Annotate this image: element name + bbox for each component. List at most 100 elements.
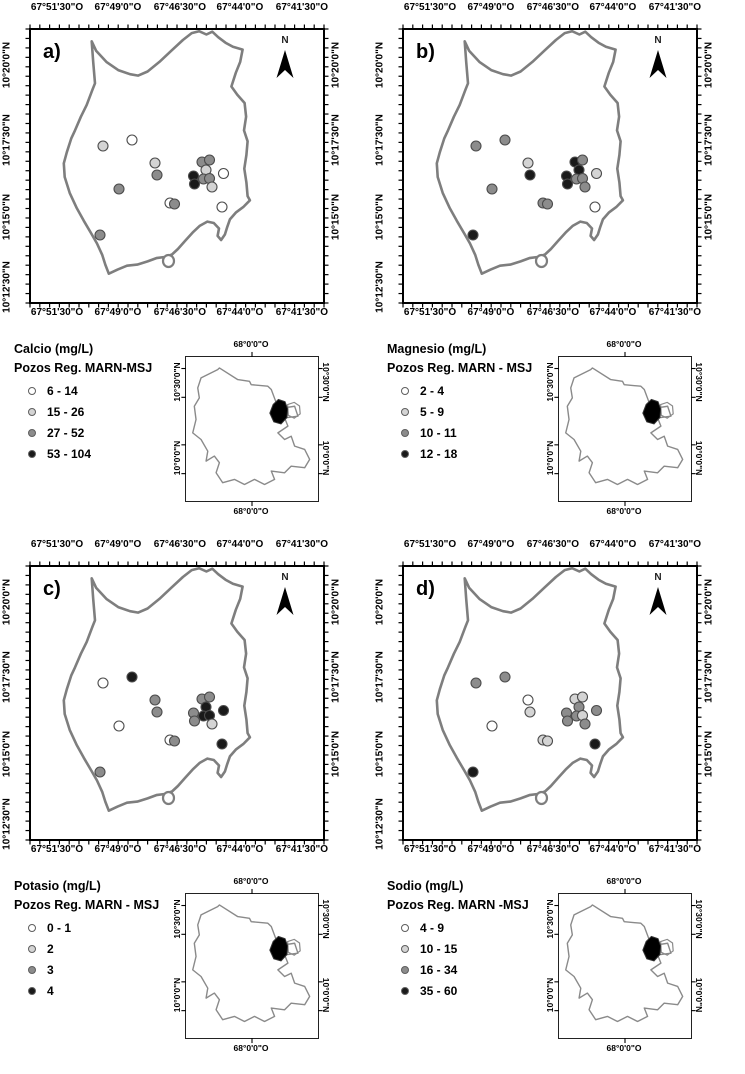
class-symbol-icon	[401, 408, 409, 416]
axis-label: 67°41'30"O	[275, 844, 329, 855]
adjacent-area-outline	[661, 939, 674, 955]
class-symbol-icon	[401, 945, 409, 953]
north-arrow-icon: N	[276, 572, 294, 615]
axis-label: 67°44'0"O	[216, 2, 264, 13]
inset-map: 68°0'0"O 68°0'0"O 10°30'0"N 10°0'0"N 10°…	[170, 873, 372, 1063]
class-symbol-icon	[28, 408, 36, 416]
axis-label: 67°46'30"O	[153, 307, 207, 318]
inset-canvas	[186, 357, 318, 501]
municipality-boundary	[62, 566, 252, 812]
legend-item: 6 - 14	[28, 384, 152, 398]
class-symbol-icon	[401, 429, 409, 437]
well-marker	[499, 134, 511, 146]
adjacent-area-outline	[288, 939, 301, 955]
class-range-label: 0 - 1	[47, 921, 72, 935]
axis-label: 67°46'30"O	[153, 539, 207, 550]
legend-item: 10 - 15	[401, 942, 529, 956]
well-marker	[97, 140, 109, 152]
class-range-label: 16 - 34	[420, 963, 458, 977]
legend-item: 10 - 11	[401, 426, 532, 440]
class-range-label: 4 - 9	[420, 921, 445, 935]
axis-label: 67°41'30"O	[648, 539, 702, 550]
well-marker	[113, 720, 125, 732]
inset-bottom-label: 68°0'0"O	[606, 1043, 642, 1053]
inset-bottom-label: 68°0'0"O	[606, 506, 642, 516]
well-marker	[576, 154, 589, 166]
adjacent-area-outline	[288, 402, 301, 418]
legend-item: 0 - 1	[28, 921, 159, 935]
axis-label: 10°17'30"N	[1, 114, 13, 166]
class-range-label: 4	[47, 984, 54, 998]
well-marker	[149, 157, 161, 169]
map-frame	[402, 28, 698, 304]
well-marker	[467, 766, 479, 778]
well-marker	[113, 183, 125, 195]
axis-label: 10°15'0"N	[1, 730, 13, 778]
axis-label: 10°17'30"N	[1, 651, 13, 703]
well-marker	[168, 198, 181, 210]
axis-right: 10°20'0"N 10°17'30"N 10°15'0"N	[701, 29, 717, 303]
municipality-boundary	[435, 566, 625, 812]
inset-top-label: 68°0'0"O	[606, 339, 642, 349]
axis-label: 67°49'0"O	[467, 2, 515, 13]
axis-label: 67°46'30"O	[153, 844, 207, 855]
axis-label: 67°51'30"O	[30, 2, 84, 13]
class-range-label: 10 - 11	[420, 426, 457, 440]
inset-bottom-label: 68°0'0"O	[233, 1043, 269, 1053]
map-panel: 67°51'30"O 67°49'0"O 67°46'30"O 67°44'0"O 67…	[373, 0, 745, 537]
well-marker	[97, 677, 109, 689]
class-range-label: 6 - 14	[47, 384, 78, 398]
well-marker	[589, 738, 601, 750]
legend: Magnesio (mg/L) Pozos Reg. MARN - MSJ 2 …	[387, 342, 532, 461]
axis-right: 10°20'0"N 10°17'30"N 10°15'0"N	[328, 29, 344, 303]
axis-label: 10°15'0"N	[330, 193, 342, 241]
well-marker	[203, 691, 216, 703]
class-range-label: 53 - 104	[47, 447, 92, 461]
well-markers	[94, 134, 230, 241]
axis-label: 10°15'0"N	[330, 730, 342, 778]
class-symbol-icon	[28, 924, 36, 932]
well-markers	[467, 671, 603, 778]
axis-top: 67°51'30"O 67°49'0"O 67°46'30"O 67°44'0"O 67…	[403, 539, 701, 552]
inset-box	[558, 893, 692, 1039]
well-marker	[203, 154, 216, 166]
class-range-label: 3	[47, 963, 54, 977]
legend-item: 5 - 9	[401, 405, 532, 419]
inset-ticks	[554, 352, 695, 506]
well-marker	[590, 167, 603, 180]
axis-label: 10°15'0"N	[703, 193, 715, 241]
inset-right-label: 10°0'0"N	[694, 440, 704, 476]
axis-left: 10°20'0"N 10°17'30"N 10°15'0"N 10°12'30"N	[372, 29, 388, 313]
class-symbol-icon	[401, 987, 409, 995]
well-marker	[561, 178, 574, 190]
axis-label: 67°44'0"O	[589, 539, 637, 550]
main-map: 67°51'30"O 67°49'0"O 67°46'30"O 67°44'0"O 67…	[0, 537, 372, 867]
axis-label: 10°17'30"N	[330, 114, 342, 166]
main-map: 67°51'30"O 67°49'0"O 67°46'30"O 67°44'0"O 67…	[0, 0, 372, 330]
axis-right: 10°20'0"N 10°17'30"N 10°15'0"N	[701, 566, 717, 840]
inset-left-label: 10°0'0"N	[172, 440, 182, 476]
well-marker	[470, 677, 482, 689]
axis-label: 10°20'0"N	[374, 41, 386, 88]
study-area-fill	[270, 936, 288, 960]
axis-label: 67°51'30"O	[403, 539, 457, 550]
legend-item: 16 - 34	[401, 963, 529, 977]
map-canvas: N a)	[25, 24, 329, 308]
legend-items: 0 - 1 2 3 4	[14, 921, 159, 998]
boundary-loop	[161, 253, 176, 269]
panel-letter: c)	[43, 578, 61, 600]
inset-map: 68°0'0"O 68°0'0"O 10°30'0"N 10°0'0"N 10°…	[543, 873, 745, 1063]
map-panel: 67°51'30"O 67°49'0"O 67°46'30"O 67°44'0"O 67…	[0, 0, 372, 537]
well-marker	[94, 766, 106, 778]
class-symbol-icon	[28, 987, 36, 995]
axis-label: 67°51'30"O	[30, 844, 84, 855]
north-label: N	[281, 35, 288, 46]
well-marker	[579, 718, 591, 730]
class-symbol-icon	[401, 387, 409, 395]
boundary-loop	[534, 253, 549, 269]
axis-label: 67°49'0"O	[94, 539, 142, 550]
axis-top: 67°51'30"O 67°49'0"O 67°46'30"O 67°44'0"O 67…	[30, 539, 328, 552]
legend-subtitle: Pozos Reg. MARN -MSJ	[387, 898, 529, 912]
axis-label: 10°17'30"N	[374, 114, 386, 166]
study-area-fill	[643, 399, 661, 423]
